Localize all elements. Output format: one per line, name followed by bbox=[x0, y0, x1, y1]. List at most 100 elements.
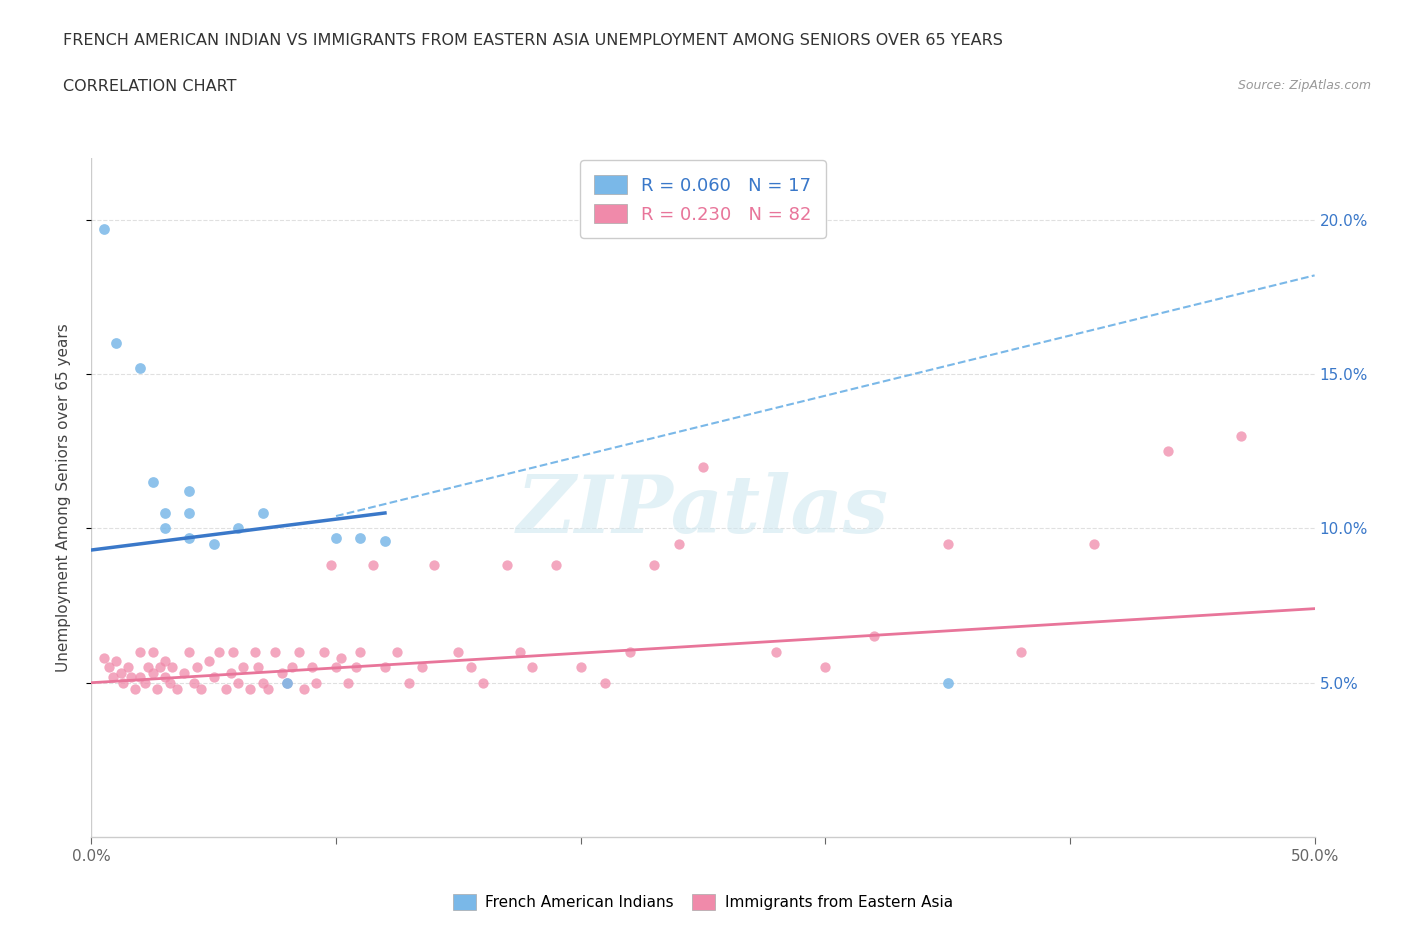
Point bbox=[325, 530, 347, 545]
Point bbox=[496, 558, 519, 573]
Point bbox=[226, 675, 249, 690]
Point bbox=[222, 644, 245, 659]
Legend: R = 0.060   N = 17, R = 0.230   N = 82: R = 0.060 N = 17, R = 0.230 N = 82 bbox=[579, 160, 827, 238]
Point bbox=[141, 474, 163, 489]
Point bbox=[329, 651, 352, 666]
Point bbox=[153, 669, 176, 684]
Point bbox=[765, 644, 787, 659]
Point bbox=[202, 669, 225, 684]
Point bbox=[153, 654, 176, 669]
Point bbox=[110, 666, 132, 681]
Point bbox=[183, 675, 205, 690]
Point bbox=[186, 660, 208, 675]
Point bbox=[344, 660, 367, 675]
Point bbox=[103, 669, 125, 684]
Point bbox=[1230, 429, 1253, 444]
Point bbox=[232, 660, 254, 675]
Point bbox=[1083, 537, 1105, 551]
Point bbox=[179, 530, 201, 545]
Point bbox=[134, 675, 156, 690]
Point bbox=[226, 521, 249, 536]
Point bbox=[239, 682, 262, 697]
Point bbox=[305, 675, 328, 690]
Point bbox=[159, 675, 181, 690]
Point bbox=[198, 654, 221, 669]
Point bbox=[423, 558, 446, 573]
Point bbox=[136, 660, 159, 675]
Text: CORRELATION CHART: CORRELATION CHART bbox=[63, 79, 236, 94]
Point bbox=[93, 651, 115, 666]
Point bbox=[411, 660, 433, 675]
Point bbox=[337, 675, 360, 690]
Point bbox=[252, 506, 274, 521]
Point bbox=[1010, 644, 1032, 659]
Point bbox=[141, 644, 163, 659]
Y-axis label: Unemployment Among Seniors over 65 years: Unemployment Among Seniors over 65 years bbox=[56, 324, 70, 671]
Point bbox=[301, 660, 323, 675]
Point bbox=[146, 682, 169, 697]
Point bbox=[117, 660, 139, 675]
Point bbox=[179, 644, 201, 659]
Point bbox=[312, 644, 335, 659]
Point bbox=[219, 666, 242, 681]
Point bbox=[349, 530, 371, 545]
Point bbox=[120, 669, 142, 684]
Point bbox=[141, 666, 163, 681]
Point bbox=[153, 506, 176, 521]
Legend: French American Indians, Immigrants from Eastern Asia: French American Indians, Immigrants from… bbox=[446, 886, 960, 918]
Point bbox=[292, 682, 315, 697]
Point bbox=[129, 644, 152, 659]
Point bbox=[288, 644, 311, 659]
Point bbox=[509, 644, 531, 659]
Point bbox=[202, 537, 225, 551]
Point bbox=[129, 669, 152, 684]
Point bbox=[124, 682, 146, 697]
Point bbox=[149, 660, 172, 675]
Point bbox=[112, 675, 135, 690]
Point bbox=[97, 660, 120, 675]
Point bbox=[179, 484, 201, 498]
Point bbox=[325, 660, 347, 675]
Text: FRENCH AMERICAN INDIAN VS IMMIGRANTS FROM EASTERN ASIA UNEMPLOYMENT AMONG SENIOR: FRENCH AMERICAN INDIAN VS IMMIGRANTS FRO… bbox=[63, 33, 1002, 47]
Point bbox=[246, 660, 269, 675]
Point bbox=[936, 537, 959, 551]
Point bbox=[190, 682, 212, 697]
Point bbox=[619, 644, 641, 659]
Point bbox=[129, 361, 152, 376]
Point bbox=[179, 506, 201, 521]
Text: Source: ZipAtlas.com: Source: ZipAtlas.com bbox=[1237, 79, 1371, 92]
Point bbox=[863, 629, 886, 644]
Point bbox=[207, 644, 229, 659]
Point bbox=[166, 682, 188, 697]
Point bbox=[276, 675, 298, 690]
Point bbox=[215, 682, 238, 697]
Point bbox=[1157, 444, 1180, 458]
Point bbox=[546, 558, 568, 573]
Point bbox=[692, 459, 714, 474]
Point bbox=[593, 675, 616, 690]
Point bbox=[471, 675, 494, 690]
Point bbox=[276, 675, 298, 690]
Point bbox=[936, 675, 959, 690]
Text: ZIPatlas: ZIPatlas bbox=[517, 472, 889, 550]
Point bbox=[271, 666, 294, 681]
Point bbox=[385, 644, 409, 659]
Point bbox=[93, 221, 115, 236]
Point bbox=[173, 666, 195, 681]
Point bbox=[447, 644, 470, 659]
Point bbox=[374, 660, 396, 675]
Point bbox=[104, 336, 127, 351]
Point bbox=[321, 558, 343, 573]
Point bbox=[104, 654, 127, 669]
Point bbox=[398, 675, 420, 690]
Point bbox=[281, 660, 304, 675]
Point bbox=[252, 675, 274, 690]
Point bbox=[256, 682, 278, 697]
Point bbox=[569, 660, 592, 675]
Point bbox=[643, 558, 665, 573]
Point bbox=[668, 537, 690, 551]
Point bbox=[153, 521, 176, 536]
Point bbox=[349, 644, 371, 659]
Point bbox=[160, 660, 183, 675]
Point bbox=[374, 533, 396, 548]
